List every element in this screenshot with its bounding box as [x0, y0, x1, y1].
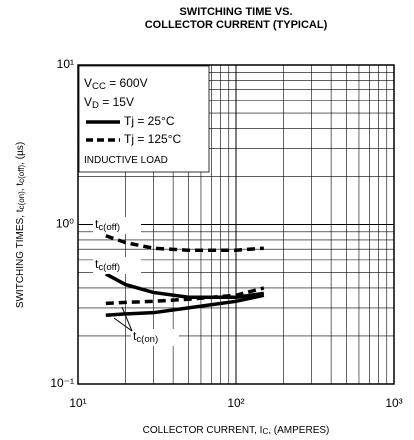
arrow [121, 306, 133, 332]
chart-title: COLLECTOR CURRENT (TYPICAL) [145, 19, 328, 31]
y-tick-label: 10¹ [57, 57, 74, 71]
curve-label-bg [93, 257, 141, 274]
curve-label-part: c(off) [98, 222, 120, 233]
series-line [104, 272, 265, 299]
curve-label: tc(off) [95, 217, 120, 233]
curve-label: tc(off) [95, 257, 120, 273]
x-tick-label: 10² [227, 396, 244, 410]
y-axis-label-part: , t [15, 183, 26, 192]
condition-part: INDUCTIVE LOAD [84, 155, 168, 166]
x-axis-label: COLLECTOR CURRENT, IC, (AMPERES) [143, 425, 330, 436]
y-axis-label-part: SWITCHING TIMES, t [15, 209, 26, 308]
series-line [105, 234, 264, 252]
curve-label-bg [93, 217, 141, 234]
x-axis-label-part: COLLECTOR CURRENT, I [143, 425, 263, 436]
y-tick-label: 10⁰ [56, 217, 74, 231]
condition-part: = 600V [106, 76, 148, 90]
legend-label: Tj = 125°C [124, 132, 181, 146]
curve-label-part: t [95, 217, 99, 231]
curve-label-part: c(on) [136, 334, 158, 345]
condition: VCC = 600V [84, 76, 148, 92]
y-tick-label: 10⁻¹ [50, 376, 74, 390]
curve-label: tc(on) [133, 329, 158, 345]
condition: INDUCTIVE LOAD [84, 155, 168, 166]
condition-part: = 15V [99, 95, 134, 109]
y-axis-label-part: c(off) [17, 164, 26, 182]
x-axis-label-part: C [262, 427, 268, 436]
series-line [105, 293, 265, 317]
curve-label-part: t [133, 329, 137, 343]
y-axis-label-part: c(on) [17, 191, 26, 210]
condition-part: CC [92, 81, 106, 92]
y-axis-label-part: , (µs) [15, 142, 26, 165]
curve-label-bg [131, 329, 179, 346]
series-line [105, 286, 265, 306]
chart-title: SWITCHING TIME VS. [179, 6, 292, 18]
x-tick-label: 10¹ [69, 396, 86, 410]
curve-label-part: t [95, 257, 99, 271]
plot-frame [77, 64, 395, 385]
x-axis-label-part: , (AMPERES) [268, 425, 329, 436]
condition-part: V [84, 76, 92, 90]
x-tick-label: 10³ [385, 396, 402, 410]
arrow [113, 317, 133, 332]
condition-part: V [84, 95, 92, 109]
condition-part: D [92, 100, 99, 111]
legend-label: Tj = 25°C [124, 114, 175, 128]
y-axis-label: SWITCHING TIMES, tc(on), tc(off), (µs) [15, 142, 26, 308]
curve-label-part: c(off) [98, 262, 120, 273]
legend-box [78, 65, 210, 173]
condition: VD = 15V [84, 95, 134, 111]
